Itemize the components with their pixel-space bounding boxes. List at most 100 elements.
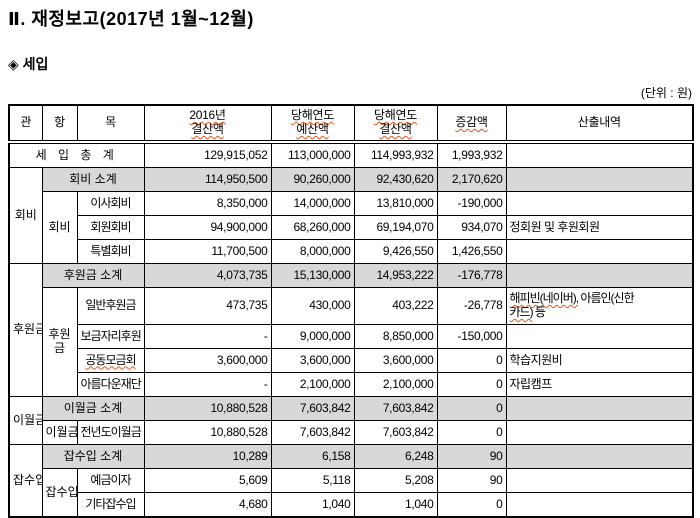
mok-cell: 이사회비 — [76, 191, 145, 216]
y2016-cell: 3,600,000 — [143, 348, 272, 373]
actual-cell: 7,603,842 — [353, 420, 438, 445]
section-heading-revenue: ◈ 세입 — [8, 56, 49, 72]
hang-cell-iwolgeum: 이월금 — [41, 420, 78, 445]
actual-cell: 403,222 — [353, 287, 438, 325]
actual-cell: 5,208 — [353, 468, 438, 493]
diff-cell: -150,000 — [436, 324, 507, 349]
budget-cell: 430,000 — [270, 287, 355, 325]
budget-cell: 15,130,000 — [270, 263, 355, 288]
table-row-iwolgeum-subtotal: 이월금 이월금 소계 10,880,528 7,603,842 7,603,84… — [8, 396, 694, 445]
budget-cell: 6,158 — [270, 444, 355, 469]
note-cell — [505, 263, 694, 288]
diff-cell: -26,778 — [436, 287, 507, 325]
header-gwan: 관 — [8, 104, 43, 144]
diff-cell: -190,000 — [436, 191, 507, 216]
note-cell — [505, 468, 694, 493]
budget-cell: 3,600,000 — [270, 348, 355, 373]
y2016-cell: 11,700,500 — [143, 239, 272, 264]
mok-cell: 예금이자 — [76, 468, 145, 493]
budget-cell: 9,000,000 — [270, 324, 355, 349]
mok-cell: 전년도이월금 — [76, 420, 145, 445]
mok-cell: 공동모금회 — [76, 348, 145, 373]
budget-cell: 113,000,000 — [270, 141, 355, 168]
note-cell — [505, 444, 694, 469]
subtotal-label: 후원금 소계 — [41, 263, 145, 288]
subtotal-label: 잡수입 소계 — [41, 444, 145, 469]
subtotal-label: 회비 소계 — [41, 167, 145, 192]
mok-cell: 일반후원금 — [76, 287, 145, 325]
header-hang: 항 — [41, 104, 78, 144]
note-cell: 해피빈(네이버), 아름인(신한 카드) 등 — [505, 287, 694, 325]
diff-cell: 0 — [436, 492, 507, 518]
diff-cell: 2,170,620 — [436, 167, 507, 192]
y2016-cell: 8,350,000 — [143, 191, 272, 216]
actual-cell: 2,100,000 — [353, 372, 438, 397]
note-cell — [505, 396, 694, 421]
gwan-cell-japsuip: 잡수입 — [8, 444, 43, 518]
diff-cell: 1,426,550 — [436, 239, 507, 264]
note-cell: 정회원 및 후원회원 — [505, 215, 694, 240]
note-cell: 학습지원비 — [505, 348, 694, 373]
hang-cell-japsuip: 잡수입 — [41, 468, 78, 518]
table-row-isa-hoebi: 회비 이사회비 8,350,000 14,000,000 13,810,000 … — [9, 191, 694, 264]
table-row-teukbyeol-hoebi: 특별회비 11,700,500 8,000,000 9,426,550 1,42… — [9, 239, 694, 264]
gwan-cell-iwolgeum: 이월금 — [8, 396, 43, 445]
budget-cell: 8,000,000 — [270, 239, 355, 264]
y2016-cell: 4,073,735 — [143, 263, 272, 288]
actual-cell: 14,953,222 — [353, 263, 438, 288]
budget-cell: 5,118 — [270, 468, 355, 493]
y2016-cell: 114,950,500 — [143, 167, 272, 192]
gwan-cell-hoebi: 회비 — [8, 167, 43, 264]
y2016-cell: 129,915,052 — [143, 141, 272, 168]
mok-cell: 아름다운재단 — [76, 372, 145, 397]
actual-cell: 69,194,070 — [353, 215, 438, 240]
note-cell — [505, 141, 694, 168]
budget-cell: 7,603,842 — [270, 396, 355, 421]
budget-cell: 2,100,000 — [270, 372, 355, 397]
diff-cell: 0 — [436, 420, 507, 445]
table-row-japsuip-subtotal: 잡수입 잡수입 소계 10,289 6,158 6,248 90 — [8, 444, 694, 518]
header-current-budget: 당해연도 예산액 — [270, 104, 355, 144]
table-row-ilban-huwongeum: 후원금 일반후원금 473,735 430,000 403,222 -26,77… — [9, 287, 694, 397]
y2016-cell: 5,609 — [143, 468, 272, 493]
header-mok: 목 — [76, 104, 145, 144]
note-cell — [505, 324, 694, 349]
header-difference: 증감액 — [436, 104, 507, 144]
y2016-cell: 473,735 — [143, 287, 272, 325]
note-cell — [505, 420, 694, 445]
actual-cell: 1,040 — [353, 492, 438, 518]
diff-cell: -176,778 — [436, 263, 507, 288]
actual-cell: 7,603,842 — [353, 396, 438, 421]
note-cell — [505, 492, 694, 518]
diff-cell: 934,070 — [436, 215, 507, 240]
table-row-total: 세 입 총 계 129,915,052 113,000,000 114,993,… — [8, 141, 694, 168]
note-cell: 자립캠프 — [505, 372, 694, 397]
y2016-cell: 4,680 — [143, 492, 272, 518]
actual-cell: 3,600,000 — [353, 348, 438, 373]
actual-cell: 114,993,932 — [353, 141, 438, 168]
y2016-cell: 10,880,528 — [143, 396, 272, 421]
gwan-cell-huwongeum: 후원금 — [8, 263, 43, 397]
unit-note: (단위 : 원) — [640, 86, 692, 100]
table-row-jeonnyeondo-iwolgeum: 이월금 전년도이월금 10,880,528 7,603,842 7,603,84… — [9, 420, 694, 445]
actual-cell: 6,248 — [353, 444, 438, 469]
mok-cell: 특별회비 — [76, 239, 145, 264]
note-cell — [505, 191, 694, 216]
mok-cell: 회원회비 — [76, 215, 145, 240]
actual-cell: 92,430,620 — [353, 167, 438, 192]
total-label: 세 입 총 계 — [8, 141, 145, 168]
y2016-cell: 10,289 — [143, 444, 272, 469]
diff-cell: 1,993,932 — [436, 141, 507, 168]
table-row-hoebi-subtotal: 회비 회비 소계 114,950,500 90,260,000 92,430,6… — [8, 167, 694, 264]
header-2016-settlement: 2016년 결산액 — [143, 104, 272, 144]
table-header-row: 관 항 목 2016년 결산액 당해연도 예산액 당해연도 결산액 증감액 산출내역 — [8, 104, 694, 144]
note-cell — [505, 239, 694, 264]
revenue-table: 관 항 목 2016년 결산액 당해연도 예산액 당해연도 결산액 증감액 산출내역 … — [8, 104, 694, 518]
subtotal-label: 이월금 소계 — [41, 396, 145, 421]
note-cell — [505, 167, 694, 192]
budget-cell: 7,603,842 — [270, 420, 355, 445]
diff-cell: 0 — [436, 396, 507, 421]
diff-cell: 0 — [436, 348, 507, 373]
header-calculation-detail: 산출내역 — [505, 104, 694, 144]
diff-cell: 90 — [436, 468, 507, 493]
